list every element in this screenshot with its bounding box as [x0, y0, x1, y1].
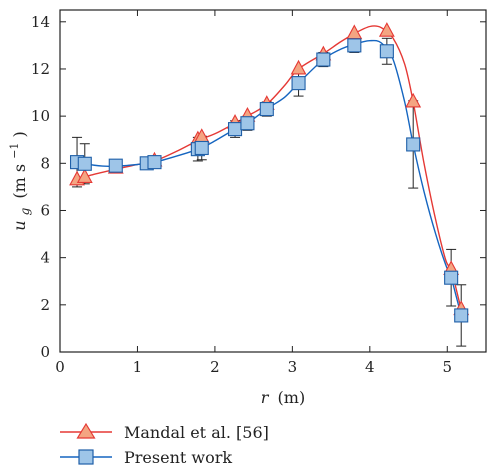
triangle-marker	[76, 168, 93, 184]
y-axis-unit: (m s	[10, 164, 29, 199]
y-tick-label: 4	[40, 249, 50, 267]
legend-triangle-marker	[76, 422, 96, 439]
legend-item-mandal: Mandal et al. [56]	[60, 422, 269, 442]
triangle-marker	[346, 24, 363, 40]
x-tick-label: 3	[288, 358, 298, 376]
triangle-marker	[290, 59, 307, 75]
y-tick-label: 0	[40, 343, 50, 361]
y-tick-label: 8	[40, 154, 50, 172]
y-tick-label: 12	[31, 60, 50, 78]
square-marker	[77, 156, 92, 171]
curve-mandal	[76, 25, 462, 310]
legend-item-present: Present work	[60, 448, 232, 467]
square-marker	[240, 116, 255, 131]
x-tick-label: 0	[55, 358, 65, 376]
square-marker	[379, 44, 394, 59]
y-axis-label: u g (m s −1 )	[3, 131, 33, 231]
y-axis-unit-close: )	[10, 131, 29, 137]
triangle-marker	[405, 92, 422, 108]
square-marker	[227, 122, 243, 137]
x-axis-unit: (m)	[278, 388, 306, 407]
square-marker	[147, 155, 162, 170]
y-tick-label: 6	[40, 201, 50, 219]
curve-present-work	[76, 39, 462, 316]
x-tick-label: 5	[442, 358, 452, 376]
square-marker	[444, 270, 459, 285]
series-curves	[76, 25, 462, 316]
y-axis-variable: u	[10, 220, 29, 230]
square-marker	[347, 38, 362, 53]
x-axis-label: r (m)	[261, 388, 305, 407]
legend-label-present: Present work	[124, 448, 232, 467]
legend-label-mandal: Mandal et al. [56]	[124, 423, 269, 442]
x-tick-label: 1	[133, 358, 143, 376]
x-tick-label: 2	[210, 358, 220, 376]
y-tick-label: 2	[40, 296, 50, 314]
square-marker	[316, 52, 331, 67]
square-marker	[406, 137, 421, 152]
square-marker	[194, 140, 209, 156]
square-marker	[259, 102, 274, 117]
x-tick-label: 4	[365, 358, 375, 376]
plot-frame	[59, 9, 487, 353]
x-axis-variable: r	[261, 388, 270, 407]
legend-square-marker	[78, 449, 94, 465]
square-marker	[108, 158, 123, 173]
error-bars	[72, 37, 467, 347]
series-markers	[69, 22, 470, 323]
y-axis-subscript: g	[18, 207, 32, 215]
square-marker	[291, 76, 306, 91]
y-tick-label: 10	[31, 107, 50, 125]
y-tick-label: 14	[31, 13, 50, 31]
y-axis-unit-superscript: −1	[8, 143, 21, 159]
square-marker	[454, 308, 469, 323]
legend: Mandal et al. [56] Present work	[60, 422, 269, 467]
triangle-marker	[378, 22, 395, 37]
